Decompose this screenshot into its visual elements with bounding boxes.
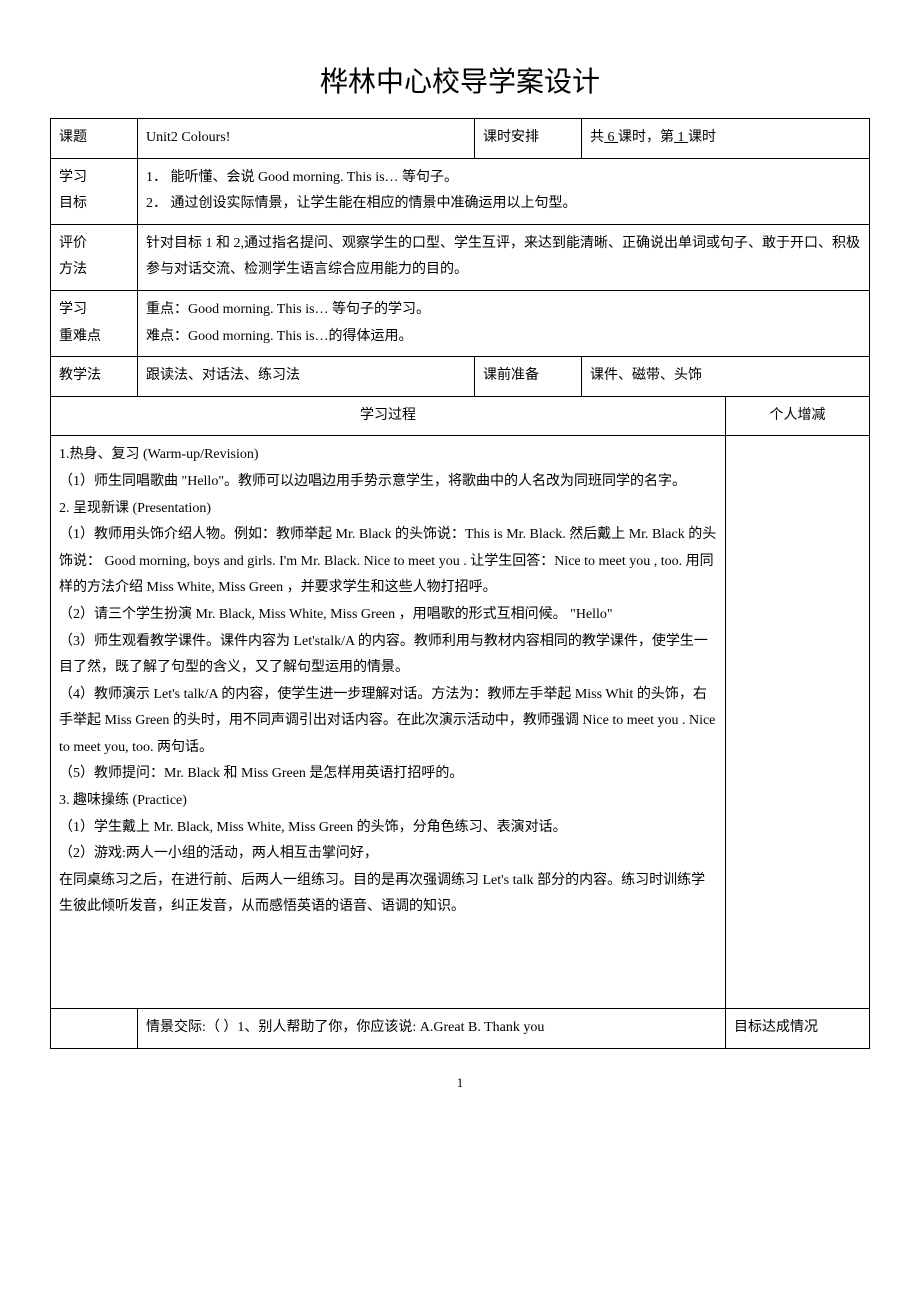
row-process-body: 1.热身、复习 (Warm-up/Revision) （1）师生同唱歌曲 "He… (51, 436, 870, 1009)
label-evaluation-2: 方法 (59, 262, 87, 277)
label-schedule: 课时安排 (475, 119, 582, 159)
schedule-mid: 课时，第 (618, 130, 674, 145)
body-p7: （4）教师演示 Let's talk/A 的内容，使学生进一步理解对话。方法为：… (59, 682, 717, 762)
label-objectives: 学习 目标 (51, 158, 138, 224)
label-methods: 教学法 (51, 357, 138, 397)
row-evaluation: 评价 方法 针对目标 1 和 2,通过指名提问、观察学生的口型、学生互评，来达到… (51, 224, 870, 290)
label-topic: 课题 (51, 119, 138, 159)
row-topic: 课题 Unit2 Colours! 课时安排 共 6 课时，第 1 课时 (51, 119, 870, 159)
process-body: 1.热身、复习 (Warm-up/Revision) （1）师生同唱歌曲 "He… (51, 436, 726, 1009)
schedule-post: 课时 (688, 130, 716, 145)
page-number: 1 (50, 1075, 870, 1091)
row-keypoints: 学习 重难点 重点：Good morning. This is… 等句子的学习。… (51, 290, 870, 356)
assessment-result-label: 目标达成情况 (726, 1009, 870, 1049)
value-evaluation: 针对目标 1 和 2,通过指名提问、观察学生的口型、学生互评，来达到能清晰、正确… (138, 224, 870, 290)
label-evaluation: 评价 方法 (51, 224, 138, 290)
objectives-line2: 2． 通过创设实际情景，让学生能在相应的情景中准确运用以上句型。 (146, 196, 577, 211)
keypoints-line2: 难点：Good morning. This is…的得体运用。 (146, 329, 413, 344)
objectives-line1: 1． 能听懂、会说 Good morning. This is… 等句子。 (146, 170, 458, 185)
body-p6: （3）师生观看教学课件。课件内容为 Let'stalk/A 的内容。教师利用与教… (59, 629, 717, 682)
body-p10: （1）学生戴上 Mr. Black, Miss White, Miss Gree… (59, 815, 717, 842)
body-p9: 3. 趣味操练 (Practice) (59, 788, 717, 815)
page-title: 桦林中心校导学案设计 (50, 60, 870, 100)
value-objectives: 1． 能听懂、会说 Good morning. This is… 等句子。 2．… (138, 158, 870, 224)
label-keypoints-1: 学习 (59, 302, 87, 317)
schedule-cur: 1 (674, 130, 688, 145)
body-p5: （2）请三个学生扮演 Mr. Black, Miss White, Miss G… (59, 602, 717, 629)
body-p1: 1.热身、复习 (Warm-up/Revision) (59, 442, 717, 469)
schedule-pre: 共 (590, 130, 604, 145)
body-p12: 在同桌练习之后，在进行前、后两人一组练习。目的是再次强调练习 Let's tal… (59, 868, 717, 921)
body-p2: （1）师生同唱歌曲 "Hello"。教师可以边唱边用手势示意学生，将歌曲中的人名… (59, 469, 717, 496)
row-assessment: 情景交际:（ ）1、别人帮助了你，你应该说: A.Great B. Thank … (51, 1009, 870, 1049)
body-p3: 2. 呈现新课 (Presentation) (59, 496, 717, 523)
row-methods: 教学法 跟读法、对话法、练习法 课前准备 课件、磁带、头饰 (51, 357, 870, 397)
label-personal-notes: 个人增减 (726, 396, 870, 436)
value-schedule: 共 6 课时，第 1 课时 (582, 119, 870, 159)
body-p8: （5）教师提问：Mr. Black 和 Miss Green 是怎样用英语打招呼… (59, 761, 717, 788)
value-prep: 课件、磁带、头饰 (582, 357, 870, 397)
keypoints-line1: 重点：Good morning. This is… 等句子的学习。 (146, 302, 430, 317)
value-topic: Unit2 Colours! (138, 119, 475, 159)
label-objectives-2: 目标 (59, 196, 87, 211)
personal-notes-cell (726, 436, 870, 1009)
body-p4: （1）教师用头饰介绍人物。例如：教师举起 Mr. Black 的头饰说：This… (59, 522, 717, 602)
value-methods: 跟读法、对话法、练习法 (138, 357, 475, 397)
assessment-blank-label (51, 1009, 138, 1049)
label-prep: 课前准备 (475, 357, 582, 397)
label-process: 学习过程 (51, 396, 726, 436)
assessment-text: 情景交际:（ ）1、别人帮助了你，你应该说: A.Great B. Thank … (138, 1009, 726, 1049)
row-objectives: 学习 目标 1． 能听懂、会说 Good morning. This is… 等… (51, 158, 870, 224)
label-keypoints-2: 重难点 (59, 329, 101, 344)
schedule-total: 6 (604, 130, 618, 145)
label-keypoints: 学习 重难点 (51, 290, 138, 356)
value-keypoints: 重点：Good morning. This is… 等句子的学习。 难点：Goo… (138, 290, 870, 356)
label-objectives-1: 学习 (59, 170, 87, 185)
label-evaluation-1: 评价 (59, 236, 87, 251)
body-p11: （2）游戏:两人一小组的活动，两人相互击掌问好， (59, 841, 717, 868)
lesson-plan-table: 课题 Unit2 Colours! 课时安排 共 6 课时，第 1 课时 学习 … (50, 118, 870, 1049)
row-process-header: 学习过程 个人增减 (51, 396, 870, 436)
